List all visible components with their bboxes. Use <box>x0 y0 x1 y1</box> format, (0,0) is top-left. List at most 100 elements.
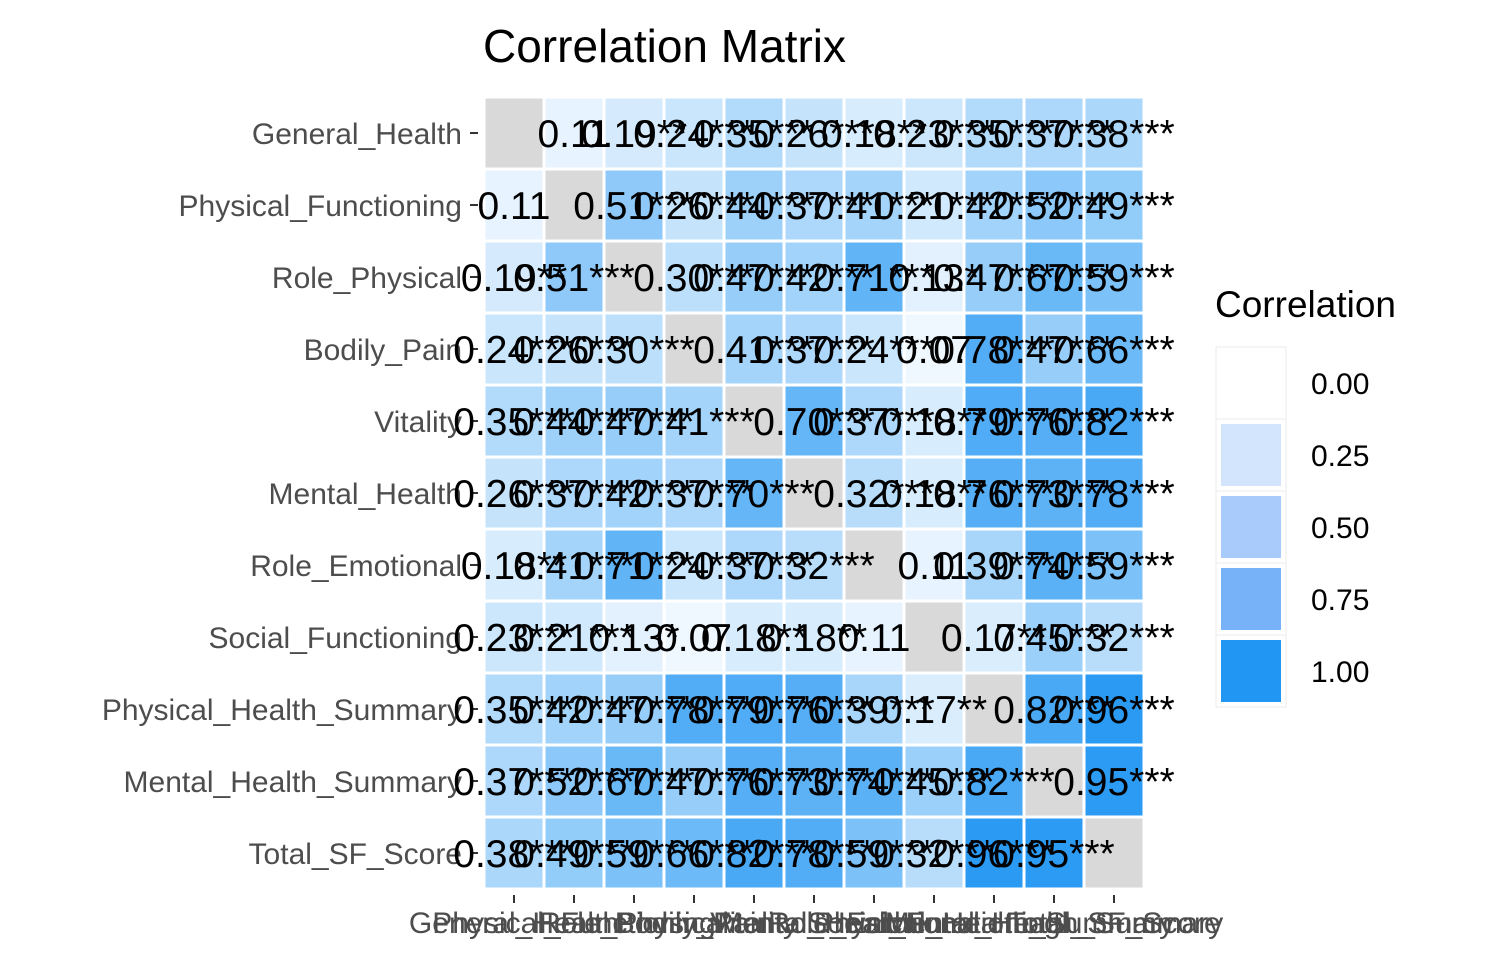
heatmap-cell <box>605 602 663 672</box>
heatmap-cell <box>605 242 663 312</box>
cell-value-label: 0.74*** <box>813 761 934 804</box>
cell-value-label: 0.70*** <box>753 401 874 444</box>
y-tick-label: Physical_Functioning <box>179 190 463 223</box>
cell-value-label: 0.67*** <box>573 761 694 804</box>
heatmap-cell <box>725 386 783 456</box>
heatmap-cell <box>725 98 783 168</box>
x-tick-label: General_Health <box>409 907 619 940</box>
heatmap-cell <box>905 314 963 384</box>
cell-value-label: 0.47*** <box>993 329 1114 372</box>
heatmap-cell <box>485 98 543 168</box>
cell-value-label: 0.51*** <box>513 257 634 300</box>
heatmap-cell <box>485 314 543 384</box>
heatmap-cell <box>1025 98 1083 168</box>
cell-value-label: 0.42*** <box>573 473 694 516</box>
heatmap-cell <box>725 602 783 672</box>
cell-value-labels: 0.110.19**0.24***0.35***0.26***0.18**0.2… <box>453 113 1174 876</box>
cell-value-label: 0.47*** <box>573 401 694 444</box>
x-tick-label: Bodily_Pain <box>615 907 773 940</box>
cell-value-label: 0.11 <box>897 545 970 588</box>
heatmap-cell <box>545 314 603 384</box>
cell-value-label: 0.45*** <box>993 617 1114 660</box>
heatmap-cell <box>665 170 723 240</box>
heatmap-cell <box>605 170 663 240</box>
cell-value-label: 0.24*** <box>813 329 934 372</box>
cell-value-label: 0.73*** <box>753 761 874 804</box>
heatmap-cell <box>545 458 603 528</box>
heatmap-cell <box>785 674 843 744</box>
cell-value-label: 0.47*** <box>933 257 1054 300</box>
cell-value-label: 0.37*** <box>993 113 1114 156</box>
heatmap-cell <box>1025 674 1083 744</box>
cell-value-label: 0.76*** <box>993 401 1114 444</box>
cell-value-label: 0.76*** <box>753 689 874 732</box>
cell-value-label: 0.37*** <box>453 761 574 804</box>
cell-value-label: 0.18** <box>701 617 807 660</box>
cell-value-label: 0.39*** <box>813 689 934 732</box>
cell-value-label: 0.07 <box>656 617 732 660</box>
cell-value-label: 0.76*** <box>693 761 814 804</box>
legend-key <box>1221 496 1281 558</box>
heatmap-cell <box>1085 746 1143 816</box>
cell-value-label: 0.37*** <box>633 473 754 516</box>
cell-value-label: 0.17** <box>941 617 1047 660</box>
cell-value-label: 0.82*** <box>993 689 1114 732</box>
heatmap-cell <box>545 386 603 456</box>
cell-value-label: 0.24*** <box>453 329 574 372</box>
legend-label: 1.00 <box>1311 656 1369 689</box>
heatmap-cell <box>1025 386 1083 456</box>
cell-value-label: 0.35*** <box>933 113 1054 156</box>
cell-value-label: 0.41*** <box>813 185 934 228</box>
heatmap-cell <box>905 602 963 672</box>
heatmap-cell <box>665 674 723 744</box>
cell-value-label: 0.35*** <box>453 401 574 444</box>
cell-value-label: 0.21*** <box>873 185 994 228</box>
heatmap-cell <box>485 602 543 672</box>
cell-value-label: 0.45*** <box>873 761 994 804</box>
cell-value-label: 0.82*** <box>693 833 814 876</box>
cell-value-label: 0.44*** <box>513 401 634 444</box>
cell-value-label: 0.26*** <box>753 113 874 156</box>
cell-value-label: 0.23*** <box>873 113 994 156</box>
chart-title: Correlation Matrix <box>483 20 846 72</box>
heatmap-cell <box>785 746 843 816</box>
heatmap-cell <box>1085 530 1143 600</box>
x-tick-label: Role_Emotional <box>768 907 980 940</box>
heatmap-cell <box>1085 602 1143 672</box>
x-tick-label: Total_SF_Score <box>1007 907 1220 940</box>
cell-value-label: 0.49*** <box>513 833 634 876</box>
heatmap-cell <box>965 674 1023 744</box>
legend-label: 0.00 <box>1311 368 1369 401</box>
y-tick-label: Bodily_Pain <box>304 334 462 367</box>
heatmap-cells <box>485 98 1143 888</box>
cell-value-label: 0.26*** <box>513 329 634 372</box>
cell-value-label: 0.47*** <box>693 257 814 300</box>
y-tick-label: Vitality <box>374 406 462 439</box>
heatmap-cell <box>845 314 903 384</box>
heatmap-cell <box>905 674 963 744</box>
heatmap-cell <box>785 170 843 240</box>
cell-value-label: 0.37*** <box>753 329 874 372</box>
heatmap-cell <box>965 602 1023 672</box>
y-tick-label: General_Health <box>252 118 462 151</box>
x-axis-labels: General_HealthPhysical_FunctioningRole_P… <box>409 895 1223 940</box>
cell-value-label: 0.37*** <box>513 473 634 516</box>
cell-value-label: 0.47*** <box>573 689 694 732</box>
cell-value-label: 0.42*** <box>513 689 634 732</box>
cell-value-label: 0.79*** <box>933 401 1054 444</box>
legend-label: 0.50 <box>1311 512 1369 545</box>
x-tick-label: Role_Physical <box>539 907 729 940</box>
heatmap-cell <box>485 746 543 816</box>
heatmap-cell <box>965 242 1023 312</box>
heatmap-cell <box>1085 242 1143 312</box>
heatmap-cell <box>725 242 783 312</box>
heatmap-cell <box>1085 314 1143 384</box>
legend-key <box>1221 352 1281 414</box>
y-tick-label: Physical_Health_Summary <box>102 694 462 727</box>
cell-value-label: 0.59*** <box>813 833 934 876</box>
cell-value-label: 0.24*** <box>633 113 754 156</box>
heatmap-cell <box>845 818 903 888</box>
cell-value-label: 0.78*** <box>933 329 1054 372</box>
cell-value-label: 0.73*** <box>993 473 1114 516</box>
